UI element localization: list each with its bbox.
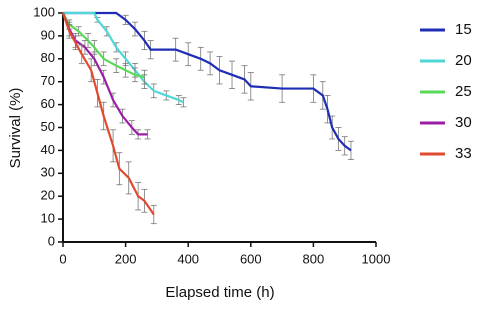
legend-label: 25 — [455, 83, 472, 100]
x-tick-label: 400 — [177, 251, 199, 266]
x-tick-label: 1000 — [362, 251, 391, 266]
series-line — [63, 11, 184, 104]
series-line — [62, 12, 145, 79]
y-tick-label: 50 — [41, 119, 55, 134]
x-tick-label: 200 — [115, 251, 137, 266]
y-axis-label: Survival (%) — [7, 88, 24, 169]
y-tick-label: 60 — [41, 96, 55, 111]
series-line — [63, 11, 352, 152]
y-tick-label: 0 — [48, 233, 55, 248]
y-tick-label: 90 — [41, 27, 55, 42]
y-tick-label: 10 — [41, 211, 55, 226]
y-tick-label: 40 — [41, 142, 55, 157]
y-tick-label: 20 — [41, 188, 55, 203]
x-tick-label: 800 — [303, 251, 325, 266]
y-tick-label: 70 — [41, 73, 55, 88]
x-tick-label: 600 — [240, 251, 262, 266]
legend-label: 30 — [455, 114, 472, 131]
legend-label: 33 — [455, 145, 472, 162]
y-tick-label: 100 — [33, 4, 55, 19]
y-tick-label: 30 — [41, 165, 55, 180]
x-tick-label: 0 — [59, 251, 66, 266]
y-tick-label: 80 — [41, 50, 55, 65]
legend-label: 15 — [455, 21, 472, 38]
series-line — [61, 12, 155, 216]
x-axis-label: Elapsed time (h) — [165, 284, 274, 301]
legend-label: 20 — [455, 52, 472, 69]
